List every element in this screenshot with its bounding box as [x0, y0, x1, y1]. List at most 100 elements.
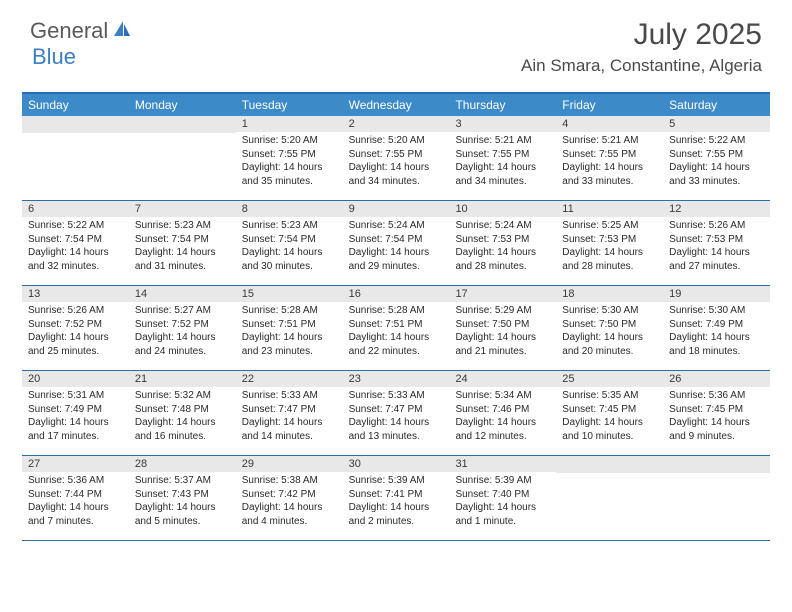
day-content: Sunrise: 5:27 AMSunset: 7:52 PMDaylight:… — [129, 302, 236, 362]
day-number: 17 — [449, 286, 556, 302]
location: Ain Smara, Constantine, Algeria — [521, 56, 762, 76]
day-cell: 5Sunrise: 5:22 AMSunset: 7:55 PMDaylight… — [663, 116, 770, 200]
day-content: Sunrise: 5:28 AMSunset: 7:51 PMDaylight:… — [343, 302, 450, 362]
day-cell: 25Sunrise: 5:35 AMSunset: 7:45 PMDayligh… — [556, 371, 663, 455]
day-number: 30 — [343, 456, 450, 472]
weekday-header: Saturday — [663, 94, 770, 116]
day-number — [129, 116, 236, 133]
day-number: 27 — [22, 456, 129, 472]
day-number: 7 — [129, 201, 236, 217]
day-cell: 6Sunrise: 5:22 AMSunset: 7:54 PMDaylight… — [22, 201, 129, 285]
weekday-row: SundayMondayTuesdayWednesdayThursdayFrid… — [22, 94, 770, 116]
day-cell: 13Sunrise: 5:26 AMSunset: 7:52 PMDayligh… — [22, 286, 129, 370]
day-cell: 26Sunrise: 5:36 AMSunset: 7:45 PMDayligh… — [663, 371, 770, 455]
weekday-header: Monday — [129, 94, 236, 116]
day-content: Sunrise: 5:33 AMSunset: 7:47 PMDaylight:… — [343, 387, 450, 447]
calendar: SundayMondayTuesdayWednesdayThursdayFrid… — [22, 92, 770, 541]
logo: General — [30, 18, 136, 44]
day-number: 28 — [129, 456, 236, 472]
day-cell: 22Sunrise: 5:33 AMSunset: 7:47 PMDayligh… — [236, 371, 343, 455]
day-cell: 9Sunrise: 5:24 AMSunset: 7:54 PMDaylight… — [343, 201, 450, 285]
logo-text-general: General — [30, 18, 108, 44]
day-number: 8 — [236, 201, 343, 217]
day-content: Sunrise: 5:24 AMSunset: 7:53 PMDaylight:… — [449, 217, 556, 277]
week-row: 20Sunrise: 5:31 AMSunset: 7:49 PMDayligh… — [22, 371, 770, 456]
day-number: 9 — [343, 201, 450, 217]
day-cell: 31Sunrise: 5:39 AMSunset: 7:40 PMDayligh… — [449, 456, 556, 540]
week-row: 13Sunrise: 5:26 AMSunset: 7:52 PMDayligh… — [22, 286, 770, 371]
day-cell: 18Sunrise: 5:30 AMSunset: 7:50 PMDayligh… — [556, 286, 663, 370]
day-number — [663, 456, 770, 473]
weekday-header: Sunday — [22, 94, 129, 116]
day-content: Sunrise: 5:28 AMSunset: 7:51 PMDaylight:… — [236, 302, 343, 362]
day-number: 14 — [129, 286, 236, 302]
day-number: 1 — [236, 116, 343, 132]
day-number: 6 — [22, 201, 129, 217]
day-content: Sunrise: 5:39 AMSunset: 7:41 PMDaylight:… — [343, 472, 450, 532]
weekday-header: Friday — [556, 94, 663, 116]
day-content: Sunrise: 5:38 AMSunset: 7:42 PMDaylight:… — [236, 472, 343, 532]
day-content: Sunrise: 5:22 AMSunset: 7:55 PMDaylight:… — [663, 132, 770, 192]
day-content: Sunrise: 5:21 AMSunset: 7:55 PMDaylight:… — [556, 132, 663, 192]
day-number: 12 — [663, 201, 770, 217]
day-cell: 7Sunrise: 5:23 AMSunset: 7:54 PMDaylight… — [129, 201, 236, 285]
day-number: 10 — [449, 201, 556, 217]
day-content: Sunrise: 5:22 AMSunset: 7:54 PMDaylight:… — [22, 217, 129, 277]
day-cell: 24Sunrise: 5:34 AMSunset: 7:46 PMDayligh… — [449, 371, 556, 455]
day-cell: 14Sunrise: 5:27 AMSunset: 7:52 PMDayligh… — [129, 286, 236, 370]
day-number: 18 — [556, 286, 663, 302]
day-cell — [663, 456, 770, 540]
day-number — [556, 456, 663, 473]
day-number — [22, 116, 129, 133]
day-cell: 16Sunrise: 5:28 AMSunset: 7:51 PMDayligh… — [343, 286, 450, 370]
day-content: Sunrise: 5:26 AMSunset: 7:53 PMDaylight:… — [663, 217, 770, 277]
day-number: 4 — [556, 116, 663, 132]
week-row: 6Sunrise: 5:22 AMSunset: 7:54 PMDaylight… — [22, 201, 770, 286]
title-block: July 2025 Ain Smara, Constantine, Algeri… — [521, 18, 762, 76]
logo-blue-wrap: Blue — [32, 44, 76, 70]
logo-sail-icon — [112, 19, 132, 44]
day-cell: 8Sunrise: 5:23 AMSunset: 7:54 PMDaylight… — [236, 201, 343, 285]
day-content: Sunrise: 5:21 AMSunset: 7:55 PMDaylight:… — [449, 132, 556, 192]
day-number: 19 — [663, 286, 770, 302]
day-content: Sunrise: 5:36 AMSunset: 7:45 PMDaylight:… — [663, 387, 770, 447]
day-cell: 17Sunrise: 5:29 AMSunset: 7:50 PMDayligh… — [449, 286, 556, 370]
day-number: 25 — [556, 371, 663, 387]
weekday-header: Thursday — [449, 94, 556, 116]
day-content: Sunrise: 5:37 AMSunset: 7:43 PMDaylight:… — [129, 472, 236, 532]
day-number: 5 — [663, 116, 770, 132]
weekday-header: Tuesday — [236, 94, 343, 116]
day-content: Sunrise: 5:30 AMSunset: 7:49 PMDaylight:… — [663, 302, 770, 362]
day-cell: 11Sunrise: 5:25 AMSunset: 7:53 PMDayligh… — [556, 201, 663, 285]
day-content: Sunrise: 5:39 AMSunset: 7:40 PMDaylight:… — [449, 472, 556, 532]
day-number: 13 — [22, 286, 129, 302]
day-content: Sunrise: 5:20 AMSunset: 7:55 PMDaylight:… — [236, 132, 343, 192]
week-row: 1Sunrise: 5:20 AMSunset: 7:55 PMDaylight… — [22, 116, 770, 201]
day-content: Sunrise: 5:35 AMSunset: 7:45 PMDaylight:… — [556, 387, 663, 447]
day-number: 29 — [236, 456, 343, 472]
day-number: 15 — [236, 286, 343, 302]
day-number: 26 — [663, 371, 770, 387]
day-cell: 4Sunrise: 5:21 AMSunset: 7:55 PMDaylight… — [556, 116, 663, 200]
week-row: 27Sunrise: 5:36 AMSunset: 7:44 PMDayligh… — [22, 456, 770, 541]
day-cell: 21Sunrise: 5:32 AMSunset: 7:48 PMDayligh… — [129, 371, 236, 455]
day-cell: 27Sunrise: 5:36 AMSunset: 7:44 PMDayligh… — [22, 456, 129, 540]
day-content: Sunrise: 5:20 AMSunset: 7:55 PMDaylight:… — [343, 132, 450, 192]
day-number: 23 — [343, 371, 450, 387]
day-content: Sunrise: 5:31 AMSunset: 7:49 PMDaylight:… — [22, 387, 129, 447]
day-cell: 30Sunrise: 5:39 AMSunset: 7:41 PMDayligh… — [343, 456, 450, 540]
day-number: 22 — [236, 371, 343, 387]
day-cell: 3Sunrise: 5:21 AMSunset: 7:55 PMDaylight… — [449, 116, 556, 200]
day-content: Sunrise: 5:33 AMSunset: 7:47 PMDaylight:… — [236, 387, 343, 447]
day-content: Sunrise: 5:32 AMSunset: 7:48 PMDaylight:… — [129, 387, 236, 447]
day-cell: 10Sunrise: 5:24 AMSunset: 7:53 PMDayligh… — [449, 201, 556, 285]
day-content: Sunrise: 5:26 AMSunset: 7:52 PMDaylight:… — [22, 302, 129, 362]
day-number: 21 — [129, 371, 236, 387]
weeks-container: 1Sunrise: 5:20 AMSunset: 7:55 PMDaylight… — [22, 116, 770, 541]
day-content: Sunrise: 5:30 AMSunset: 7:50 PMDaylight:… — [556, 302, 663, 362]
header: General July 2025 Ain Smara, Constantine… — [0, 0, 792, 76]
day-cell: 15Sunrise: 5:28 AMSunset: 7:51 PMDayligh… — [236, 286, 343, 370]
day-content: Sunrise: 5:36 AMSunset: 7:44 PMDaylight:… — [22, 472, 129, 532]
day-cell — [129, 116, 236, 200]
day-content: Sunrise: 5:23 AMSunset: 7:54 PMDaylight:… — [236, 217, 343, 277]
